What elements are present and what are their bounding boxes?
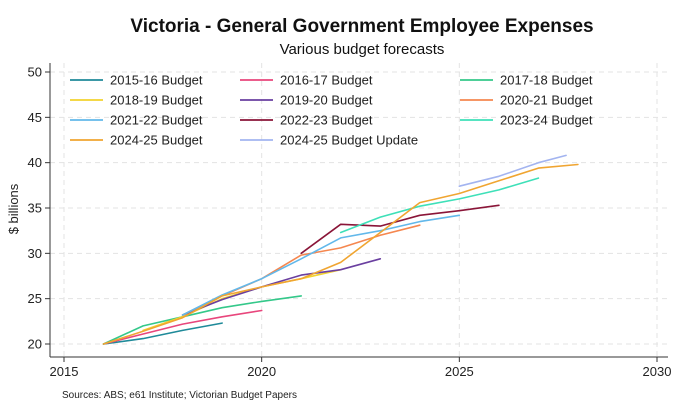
y-axis-label: $ billions	[6, 183, 21, 234]
x-tick-label: 2030	[643, 364, 672, 379]
series-line-2017-18-budget	[102, 295, 303, 345]
series-line-2024-25-budget	[102, 163, 579, 345]
x-tick-label: 2015	[50, 364, 79, 379]
legend-label: 2023-24 Budget	[500, 113, 593, 128]
source-note: Sources: ABS; e61 Institute; Victorian B…	[62, 390, 297, 401]
y-tick-label: 25	[28, 291, 42, 306]
series-line-2023-24-budget	[339, 177, 540, 234]
legend-label: 2015-16 Budget	[110, 73, 203, 88]
series-line-2024-25-budget-update	[458, 154, 567, 187]
legend-label: 2024-25 Budget Update	[280, 133, 418, 148]
y-tick-label: 45	[28, 110, 42, 125]
y-tick-label: 20	[28, 337, 42, 352]
chart-title: Victoria - General Government Employee E…	[130, 16, 593, 37]
y-tick-label: 30	[28, 246, 42, 261]
legend-label: 2022-23 Budget	[280, 113, 373, 128]
series-line-2015-16-budget	[102, 322, 223, 345]
legend-label: 2020-21 Budget	[500, 93, 593, 108]
series-line-2019-20-budget	[181, 257, 382, 316]
series-line-2022-23-budget	[300, 204, 500, 255]
legend-label: 2019-20 Budget	[280, 93, 373, 108]
y-tick-label: 50	[28, 65, 42, 80]
y-tick-label: 40	[28, 155, 42, 170]
legend-label: 2018-19 Budget	[110, 93, 203, 108]
chart-subtitle: Various budget forecasts	[280, 41, 445, 58]
legend-label: 2016-17 Budget	[280, 73, 373, 88]
legend-label: 2024-25 Budget	[110, 133, 203, 148]
x-tick-label: 2020	[247, 364, 276, 379]
series-line-2016-17-budget	[102, 309, 263, 345]
series-line-2021-22-budget	[181, 214, 461, 316]
legend-label: 2017-18 Budget	[500, 73, 593, 88]
x-tick-label: 2025	[445, 364, 474, 379]
y-tick-label: 35	[28, 201, 42, 216]
legend-label: 2021-22 Budget	[110, 113, 203, 128]
